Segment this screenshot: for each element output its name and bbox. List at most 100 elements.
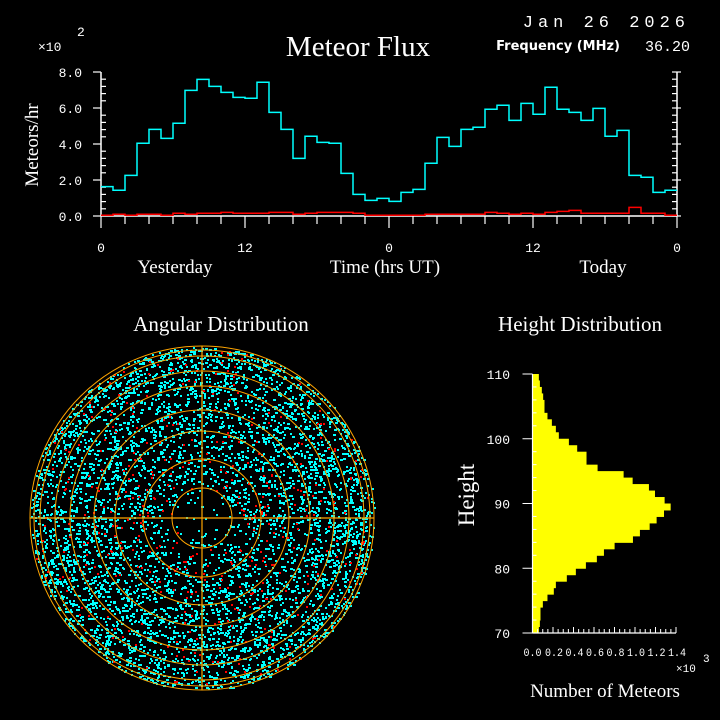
- angular-point: [280, 487, 282, 489]
- angular-point: [310, 600, 312, 602]
- angular-point: [230, 378, 233, 380]
- angular-point: [80, 430, 82, 432]
- angular-point: [135, 571, 137, 573]
- angular-point: [192, 658, 194, 660]
- angular-point: [88, 599, 90, 601]
- angular-point: [160, 668, 162, 670]
- angular-point: [134, 506, 137, 508]
- angular-point: [60, 563, 63, 565]
- angular-point: [75, 413, 78, 415]
- angular-point: [38, 498, 40, 500]
- angular-point: [236, 475, 238, 477]
- angular-point: [263, 407, 266, 409]
- angular-point: [228, 598, 230, 600]
- angular-point: [214, 546, 217, 548]
- angular-point: [92, 582, 95, 584]
- angular-point: [232, 472, 234, 474]
- angular-point: [286, 448, 288, 450]
- angular-point: [79, 427, 81, 429]
- angular-point: [44, 511, 46, 513]
- angular-point: [150, 469, 152, 471]
- angular-point: [129, 559, 131, 561]
- angular-point: [60, 471, 63, 473]
- angular-point: [327, 419, 329, 421]
- angular-point: [347, 556, 349, 558]
- angular-point: [249, 428, 251, 430]
- angular-point: [94, 630, 96, 632]
- angular-point: [333, 417, 336, 419]
- angular-point: [315, 624, 317, 626]
- angular-point: [114, 632, 117, 634]
- angular-point: [131, 623, 133, 625]
- angular-point: [184, 599, 187, 601]
- angular-point: [245, 599, 247, 601]
- angular-point: [333, 534, 335, 536]
- angular-point: [299, 394, 301, 396]
- angular-point: [263, 619, 265, 621]
- angular-point: [207, 452, 210, 454]
- angular-point: [237, 640, 239, 642]
- angular-point: [181, 608, 184, 610]
- angular-point: [64, 427, 66, 429]
- angular-point: [301, 408, 303, 410]
- angular-point: [108, 539, 110, 541]
- angular-point: [340, 459, 343, 461]
- angular-point: [339, 538, 341, 540]
- angular-point: [273, 457, 275, 459]
- angular-point: [208, 688, 210, 690]
- angular-point: [236, 381, 238, 383]
- angular-point: [309, 503, 311, 505]
- angular-point: [360, 522, 363, 524]
- angular-point: [96, 444, 98, 446]
- angular-point: [175, 421, 177, 423]
- angular-point: [265, 364, 267, 366]
- angular-point: [308, 488, 311, 490]
- angular-point: [367, 485, 369, 487]
- angular-point: [315, 469, 318, 471]
- angular-point: [352, 521, 354, 523]
- angular-point: [281, 495, 283, 497]
- angular-point: [279, 384, 281, 386]
- angular-point: [71, 520, 74, 522]
- angular-point: [127, 640, 130, 642]
- angular-point: [271, 615, 273, 617]
- angular-point: [55, 518, 57, 520]
- angular-point: [182, 457, 184, 459]
- angular-point: [342, 543, 344, 545]
- angular-point: [85, 599, 87, 601]
- angular-point: [195, 618, 198, 620]
- angular-point: [253, 521, 256, 523]
- angular-point: [155, 632, 158, 634]
- angular-point: [107, 411, 109, 413]
- angular-point: [278, 404, 281, 406]
- angular-point: [94, 453, 96, 455]
- angular-point: [252, 634, 254, 636]
- angular-point: [283, 492, 285, 494]
- angular-point: [308, 477, 311, 479]
- angular-point: [55, 521, 58, 523]
- angular-point: [189, 558, 192, 560]
- angular-point: [37, 492, 40, 494]
- angular-point: [239, 636, 242, 638]
- angular-point: [68, 420, 70, 422]
- angular-point: [121, 398, 123, 400]
- angular-point: [53, 505, 55, 507]
- angular-point: [82, 571, 84, 573]
- angular-point: [113, 601, 116, 603]
- angular-point: [105, 621, 107, 623]
- angular-point: [276, 579, 278, 581]
- angular-point: [213, 509, 215, 511]
- angular-point: [193, 478, 195, 480]
- angular-point: [198, 681, 201, 683]
- angular-point: [112, 624, 114, 626]
- angular-point: [207, 417, 209, 419]
- angular-point: [166, 589, 169, 591]
- angular-point: [283, 502, 285, 504]
- angular-point: [220, 632, 222, 634]
- angular-point: [317, 417, 319, 419]
- angular-point: [319, 555, 321, 557]
- angular-point: [239, 621, 241, 623]
- angular-point: [197, 357, 199, 359]
- angular-point: [151, 555, 153, 557]
